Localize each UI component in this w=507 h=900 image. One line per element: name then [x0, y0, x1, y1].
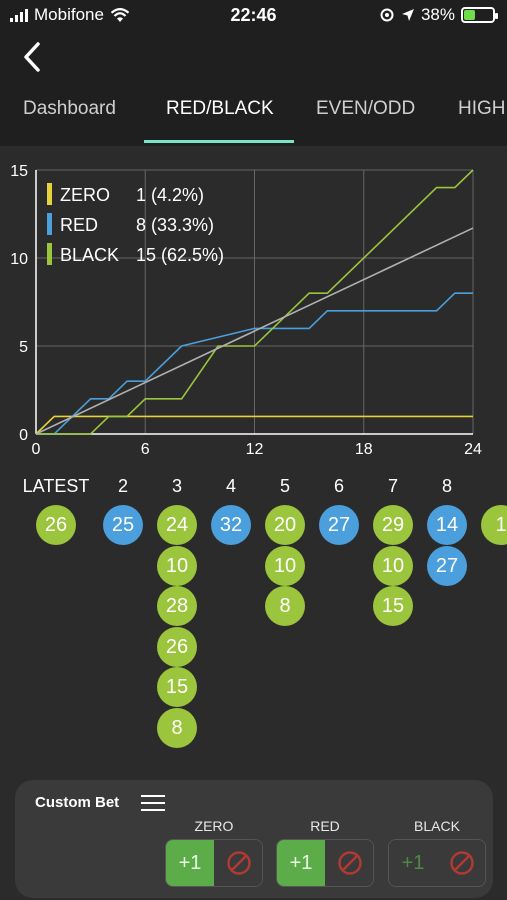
series-line-zero	[35, 415, 473, 435]
result-ball-black: 10	[265, 545, 305, 586]
block-icon	[227, 851, 251, 875]
red-clear-button[interactable]	[325, 840, 373, 886]
nav-bar	[0, 32, 507, 82]
battery-percent: 38%	[420, 5, 455, 24]
result-ball-black: 29	[373, 505, 413, 545]
zero-plus-button[interactable]: +1	[166, 840, 214, 886]
result-ball-black: 8	[157, 707, 197, 748]
location-arrow-icon	[401, 9, 414, 21]
custom-bet-panel: Custom Bet ZERO +1 RED +1 BLACK +1	[15, 780, 493, 898]
battery-charging-icon	[461, 7, 498, 23]
result-ball-black: 10	[373, 545, 413, 586]
bet-buttons-zero: +1	[165, 839, 263, 887]
bet-buttons-red: +1	[276, 839, 374, 887]
result-ball-black: 15	[373, 586, 413, 626]
red-plus-button[interactable]: +1	[277, 840, 325, 886]
legend-value-red: 8 (33.3%)	[136, 215, 214, 235]
result-ball-black: 26	[157, 626, 197, 667]
bet-group-black: BLACK +1	[388, 818, 486, 887]
result-ball-black: 8	[265, 586, 305, 626]
result-ball-red: 25	[103, 505, 143, 545]
series-line-black	[36, 169, 474, 435]
carrier-name: Mobifone	[34, 5, 104, 24]
result-ball-black: 10	[157, 545, 197, 586]
series-line-red	[36, 292, 473, 435]
result-ball-black: 24	[157, 505, 197, 545]
chevron-left-icon[interactable]	[18, 40, 48, 74]
result-ball-red: 27	[427, 545, 467, 586]
battery-level	[464, 10, 475, 20]
history-column-header: 3	[171, 476, 182, 496]
result-ball-red: 14	[427, 505, 467, 545]
x-tick-label: 0	[32, 441, 41, 458]
result-ball-black: 26	[36, 505, 76, 545]
active-tab-indicator	[144, 140, 294, 143]
y-tick-label: 0	[19, 427, 28, 444]
history-column-header: LATEST	[22, 476, 90, 496]
tab-high[interactable]: HIGH	[458, 98, 506, 119]
y-tick-label: 10	[10, 251, 28, 268]
custom-bet-title: Custom Bet	[35, 794, 120, 811]
x-tick-label: 24	[464, 441, 482, 458]
status-left: Mobifone	[10, 5, 130, 25]
result-ball-black: 28	[157, 586, 197, 626]
block-icon	[338, 851, 362, 875]
result-ball-black: 1	[481, 505, 507, 545]
status-right: 38%	[379, 5, 498, 25]
legend-label-black: BLACK	[60, 245, 119, 265]
results-chart: 0 6 12 18 24 0 5 10 15 ZERO 1 (4.2%) RED 8 (33.3%) B…	[0, 146, 507, 466]
bet-group-red: RED +1	[276, 818, 374, 887]
x-tick-label: 12	[246, 441, 264, 458]
legend-swatch-red	[47, 213, 52, 235]
location-lock-icon	[380, 8, 394, 22]
result-ball-red: 32	[211, 505, 251, 545]
bet-group-zero: ZERO +1	[165, 818, 263, 887]
status-bar: Mobifone 22:46 38%	[0, 0, 507, 32]
result-ball-red: 27	[319, 505, 359, 545]
y-tick-label: 15	[10, 163, 28, 180]
status-time: 22:46	[230, 5, 277, 25]
legend-value-black: 15 (62.5%)	[136, 245, 224, 265]
legend-swatch-black	[47, 243, 52, 265]
history-column-header: 4	[225, 476, 236, 496]
history-column-header: 6	[333, 476, 344, 496]
bet-label-red: RED	[310, 818, 340, 834]
history-column-header: 7	[387, 476, 398, 496]
history-column-header: 2	[117, 476, 128, 496]
bet-label-zero: ZERO	[194, 818, 234, 834]
tab-red-black[interactable]: RED/BLACK	[166, 98, 274, 119]
tab-bar: Dashboard RED/BLACK EVEN/ODD HIGH	[0, 82, 507, 146]
black-plus-button[interactable]: +1	[389, 840, 437, 886]
history-column-header: 8	[441, 476, 452, 496]
block-icon	[450, 851, 474, 875]
hamburger-menu-icon[interactable]	[141, 795, 165, 811]
tab-even-odd[interactable]: EVEN/ODD	[316, 98, 416, 119]
y-tick-label: 5	[19, 339, 28, 356]
signal-icon	[10, 8, 28, 22]
legend-value-zero: 1 (4.2%)	[136, 185, 204, 205]
bet-buttons-black: +1	[388, 839, 486, 887]
tab-dashboard[interactable]: Dashboard	[23, 98, 116, 119]
history-column-header: 5	[279, 476, 290, 496]
legend-label-red: RED	[60, 215, 98, 235]
wifi-icon	[110, 8, 130, 22]
trend-line	[35, 227, 474, 435]
result-ball-black: 20	[265, 505, 305, 545]
x-tick-label: 18	[355, 441, 373, 458]
black-clear-button[interactable]	[437, 840, 485, 886]
result-ball-black: 15	[157, 667, 197, 707]
chart-svg: 0 6 12 18 24 0 5 10 15 ZERO 1 (4.2%) RED 8 (33.3%) B…	[10, 163, 482, 458]
spin-history: LATEST 26 2 25 3 24 10 28 26 15 8 4 32 5 20 10 8 6 27 7 29 10…	[0, 470, 507, 760]
legend-swatch-zero	[47, 183, 52, 205]
legend-label-zero: ZERO	[60, 185, 110, 205]
zero-clear-button[interactable]	[214, 840, 262, 886]
bet-label-black: BLACK	[414, 818, 460, 834]
x-tick-label: 6	[141, 441, 150, 458]
